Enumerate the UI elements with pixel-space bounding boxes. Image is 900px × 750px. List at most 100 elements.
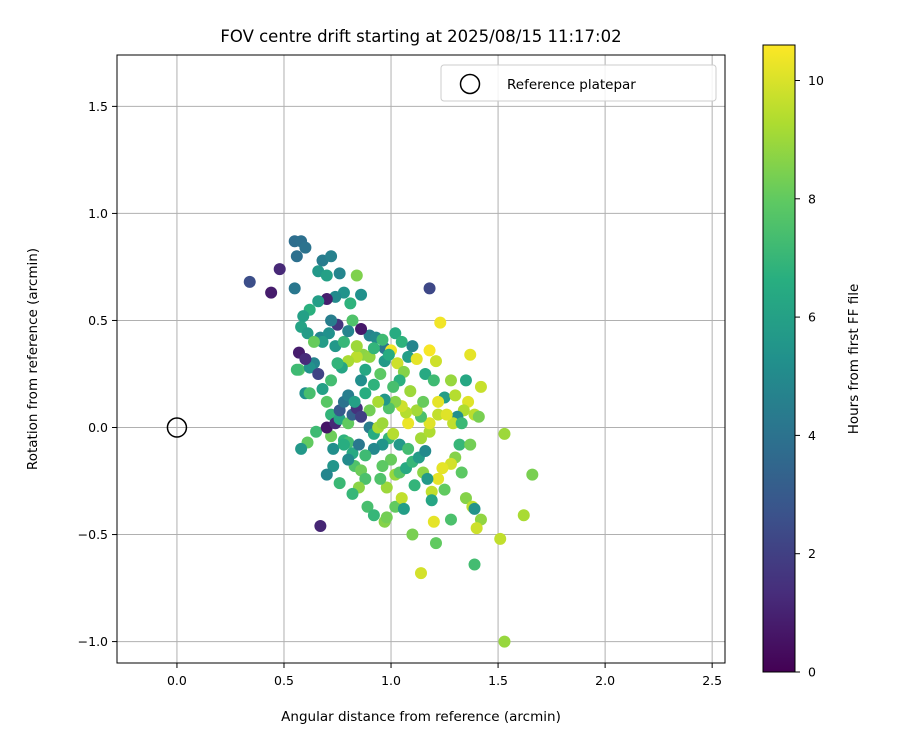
- data-point: [350, 269, 363, 282]
- x-tick-label: 0.5: [274, 673, 294, 688]
- data-point: [333, 267, 346, 280]
- legend: Reference platepar: [440, 64, 717, 102]
- data-point: [380, 481, 393, 494]
- y-tick-label: −1.0: [78, 634, 108, 649]
- data-point: [312, 367, 325, 380]
- reference-platepar-marker: [166, 417, 188, 438]
- data-point: [415, 432, 427, 445]
- data-point: [410, 404, 423, 417]
- data-point: [391, 357, 404, 370]
- data-point: [320, 468, 333, 481]
- data-point: [438, 483, 451, 496]
- data-point: [436, 462, 449, 475]
- data-point: [265, 286, 278, 299]
- colorbar-tick-label: 8: [808, 191, 816, 206]
- colorbar-label: Hours from first FF file: [846, 284, 862, 435]
- x-axis-label: Angular distance from reference (arcmin): [281, 709, 561, 725]
- data-point: [432, 472, 445, 485]
- data-point: [526, 468, 539, 481]
- axis-ticks: 0.0 0.5 1.0 1.5 2.0 2.5 −1.0 −0.5 0.0 0.5 1.0 1.5: [78, 99, 722, 688]
- data-point: [355, 323, 368, 336]
- data-point: [423, 344, 436, 357]
- data-point: [427, 515, 440, 528]
- data-point: [402, 417, 415, 430]
- data-point: [402, 442, 415, 455]
- data-point: [348, 395, 361, 408]
- data-point: [415, 567, 427, 580]
- data-point: [367, 342, 380, 355]
- data-point: [432, 395, 445, 408]
- data-point: [297, 310, 310, 323]
- x-tick-label: 1.5: [488, 673, 508, 688]
- data-point: [374, 472, 387, 485]
- data-point: [429, 537, 442, 550]
- data-point: [455, 466, 468, 479]
- data-point: [404, 385, 417, 398]
- data-point: [322, 327, 335, 340]
- data-point: [290, 363, 303, 376]
- data-point: [342, 453, 355, 466]
- data-point: [419, 445, 432, 458]
- data-point: [350, 340, 363, 353]
- data-point: [243, 275, 256, 288]
- data-point: [374, 367, 387, 380]
- chart-title: FOV centre drift starting at 2025/08/15 …: [220, 27, 621, 46]
- data-point: [355, 410, 368, 423]
- data-point: [333, 477, 346, 490]
- data-point: [468, 558, 481, 571]
- data-point: [359, 449, 372, 462]
- data-point: [464, 348, 477, 361]
- data-point: [464, 438, 477, 451]
- data-point: [434, 316, 447, 329]
- data-point: [295, 442, 308, 455]
- colorbar-ticks: 0 2 4 6 8 10: [795, 73, 824, 680]
- colorbar-tick-label: 0: [808, 665, 816, 680]
- data-point: [316, 382, 329, 395]
- data-point: [346, 487, 359, 500]
- colorbar: 0 2 4 6 8 10 Hours from first FF file: [762, 44, 862, 680]
- y-tick-label: 1.0: [88, 206, 108, 221]
- y-axis-label: Rotation from reference (arcmin): [25, 248, 41, 470]
- data-point: [367, 442, 380, 455]
- data-point: [395, 335, 408, 348]
- colorbar-tick-label: 4: [808, 428, 816, 443]
- data-point: [372, 395, 385, 408]
- data-point: [290, 250, 303, 263]
- grid: [117, 55, 725, 663]
- data-point: [327, 442, 340, 455]
- data-point: [389, 327, 402, 340]
- data-point: [359, 363, 372, 376]
- data-point: [380, 511, 393, 524]
- data-point: [325, 374, 338, 387]
- data-point: [312, 295, 325, 308]
- x-tick-label: 0.0: [167, 673, 187, 688]
- y-tick-label: −0.5: [78, 527, 108, 542]
- data-point: [376, 460, 389, 473]
- data-point: [432, 408, 445, 421]
- data-point: [359, 472, 372, 485]
- data-point: [425, 485, 438, 498]
- data-point: [453, 438, 466, 451]
- legend-marker-reference: [459, 73, 481, 95]
- data-point: [299, 353, 312, 365]
- data-point: [444, 374, 457, 387]
- legend-box: [440, 64, 717, 102]
- data-point: [425, 494, 438, 507]
- colorbar-tick-label: 2: [808, 546, 816, 561]
- data-point: [421, 472, 434, 485]
- x-tick-label: 1.0: [381, 673, 401, 688]
- data-point: [395, 492, 408, 505]
- data-point: [417, 395, 430, 408]
- data-point: [355, 374, 368, 387]
- colorbar-tick-label: 10: [808, 73, 824, 88]
- data-point: [346, 314, 359, 327]
- data-point: [337, 438, 350, 451]
- data-point: [376, 417, 389, 430]
- data-point: [429, 355, 442, 368]
- data-point: [307, 335, 320, 348]
- data-point: [470, 522, 483, 535]
- data-point: [303, 387, 316, 400]
- data-point: [301, 327, 314, 340]
- data-point: [331, 357, 344, 370]
